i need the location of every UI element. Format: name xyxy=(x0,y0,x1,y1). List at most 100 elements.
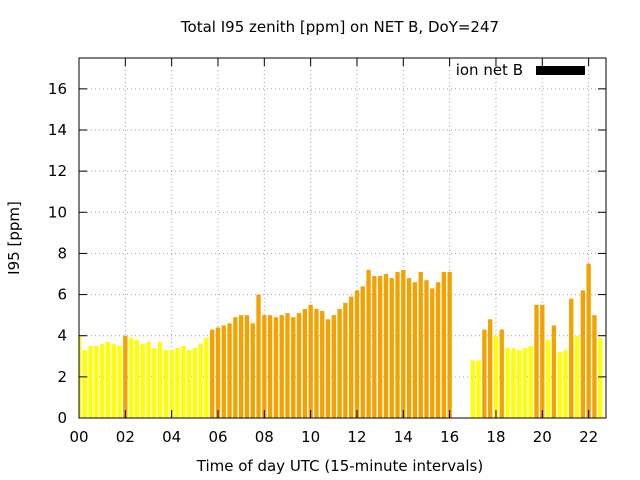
bar xyxy=(401,269,406,418)
bar xyxy=(493,335,499,418)
bar xyxy=(366,269,371,418)
bar xyxy=(117,346,122,418)
bar xyxy=(82,350,87,418)
bar xyxy=(244,315,250,418)
bar xyxy=(227,323,232,418)
bar xyxy=(511,348,516,418)
bar xyxy=(557,352,562,418)
x-tick-label: 02 xyxy=(116,428,135,446)
bar xyxy=(482,329,487,418)
bar xyxy=(215,327,221,418)
bar xyxy=(534,304,539,418)
bar xyxy=(186,350,192,418)
bar xyxy=(210,329,215,418)
bar xyxy=(198,343,203,418)
y-tick-label: 12 xyxy=(48,162,67,180)
legend-swatch xyxy=(536,66,585,75)
bar xyxy=(181,346,186,418)
bar xyxy=(238,315,244,418)
legend: ion net B xyxy=(456,61,585,79)
bar xyxy=(221,325,226,418)
ticks xyxy=(78,58,606,419)
bar xyxy=(598,337,603,418)
bar xyxy=(488,319,493,418)
bar xyxy=(372,276,377,418)
plot-frame xyxy=(78,57,607,419)
bar xyxy=(476,360,481,418)
bar xyxy=(447,271,452,418)
legend-label: ion net B xyxy=(456,61,523,79)
x-tick-label: 20 xyxy=(533,428,552,446)
y-tick-label: 10 xyxy=(48,203,67,221)
bar xyxy=(470,360,475,418)
bar xyxy=(424,280,429,418)
bar xyxy=(175,348,180,418)
bar xyxy=(233,317,238,418)
bar xyxy=(325,319,331,418)
x-tick-label: 04 xyxy=(162,428,181,446)
chart-title: Total I95 zenith [ppm] on NET B, DoY=247 xyxy=(180,18,499,36)
x-tick-label: 14 xyxy=(394,428,413,446)
bar xyxy=(360,286,365,418)
bar xyxy=(152,348,157,418)
bar xyxy=(499,329,504,418)
bar xyxy=(204,337,209,418)
bar xyxy=(563,350,568,418)
bar xyxy=(441,271,447,418)
bar xyxy=(285,313,290,418)
x-tick-labels: 00 02 04 06 08 10 12 14 16 18 20 22 xyxy=(69,428,598,446)
x-tick-label: 16 xyxy=(440,428,459,446)
bar xyxy=(308,304,313,418)
x-tick-label: 22 xyxy=(579,428,598,446)
bar xyxy=(430,288,435,418)
y-tick-label: 2 xyxy=(57,368,67,386)
bar xyxy=(157,341,163,418)
bar xyxy=(169,350,174,418)
bar xyxy=(291,317,296,418)
bar xyxy=(574,335,580,418)
bar xyxy=(418,271,423,418)
bar xyxy=(99,343,105,418)
y-tick-label: 4 xyxy=(57,327,67,345)
bar xyxy=(354,290,360,418)
bar xyxy=(296,313,302,418)
bar xyxy=(279,315,284,418)
bar xyxy=(545,339,551,418)
bar xyxy=(267,315,273,418)
bar xyxy=(389,278,394,418)
bar xyxy=(516,350,522,418)
bar xyxy=(192,348,197,418)
bar xyxy=(528,346,533,418)
bar xyxy=(88,346,93,418)
bar xyxy=(250,323,255,418)
bar xyxy=(163,350,169,418)
x-tick-label: 08 xyxy=(255,428,274,446)
bar xyxy=(146,341,151,418)
bar xyxy=(435,282,441,418)
bar xyxy=(331,315,336,418)
bar xyxy=(505,348,510,418)
bar xyxy=(140,343,145,418)
bar xyxy=(377,276,383,418)
bar xyxy=(522,348,528,418)
bar xyxy=(128,337,134,418)
y-tick-label: 0 xyxy=(57,409,67,427)
bar xyxy=(395,271,400,418)
bar xyxy=(592,315,597,418)
bar xyxy=(111,343,116,418)
y-tick-labels: 0 2 4 6 8 10 12 14 16 xyxy=(48,80,67,427)
y-tick-label: 14 xyxy=(48,121,67,139)
bar xyxy=(302,308,308,418)
bar xyxy=(320,311,325,418)
bar xyxy=(134,339,140,418)
x-tick-label: 10 xyxy=(301,428,320,446)
bar xyxy=(337,308,342,418)
bar xyxy=(256,294,261,418)
bar xyxy=(551,325,557,418)
bar xyxy=(94,346,99,418)
bar xyxy=(540,304,545,418)
bar xyxy=(580,290,586,418)
x-tick-label: 12 xyxy=(347,428,366,446)
y-tick-label: 16 xyxy=(48,80,67,98)
